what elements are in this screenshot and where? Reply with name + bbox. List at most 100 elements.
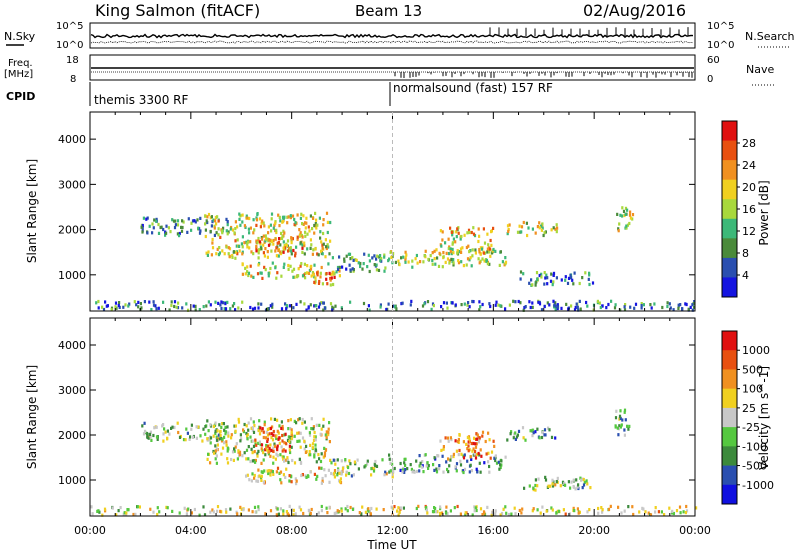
range-cell: [266, 469, 269, 473]
range-cell: [210, 253, 213, 257]
range-cell: [254, 442, 257, 446]
range-cell: [233, 447, 236, 451]
range-cell: [246, 242, 249, 246]
range-cell: [442, 255, 445, 259]
range-cell: [379, 254, 382, 258]
range-cell: [252, 218, 255, 222]
range-cell: [278, 224, 281, 228]
range-cell: [260, 429, 263, 433]
range-cell: [323, 468, 326, 472]
range-cell: [275, 506, 278, 510]
range-cell: [288, 504, 291, 508]
range-cell: [304, 271, 307, 276]
range-cell: [466, 459, 469, 463]
range-cell: [227, 230, 230, 234]
noise-tick-top-right: 10^5: [707, 21, 734, 32]
range-cell: [430, 307, 433, 311]
range-cell: [262, 435, 265, 440]
range-cell: [248, 216, 251, 221]
range-cell: [623, 408, 627, 412]
range-cell: [248, 231, 251, 235]
range-cell: [278, 237, 281, 241]
range-cell: [505, 511, 508, 515]
range-cell: [166, 437, 169, 441]
range-cell: [531, 283, 534, 287]
range-cell: [324, 238, 327, 242]
range-cell: [425, 508, 428, 512]
range-cell: [306, 232, 309, 236]
range-cell: [597, 506, 600, 511]
range-cell: [474, 506, 477, 510]
range-cell: [290, 433, 293, 437]
range-cell: [207, 452, 210, 456]
range-cell: [162, 227, 165, 232]
range-cell: [605, 306, 608, 310]
range-cell: [241, 220, 244, 224]
range-cell: [344, 507, 347, 511]
range-cell: [328, 505, 331, 509]
colorbar-frame: [721, 330, 738, 505]
range-cell: [324, 448, 328, 452]
range-cell: [422, 470, 425, 474]
range-cell: [501, 260, 504, 264]
range-cell: [155, 435, 159, 439]
range-cell: [241, 252, 244, 256]
range-cell: [550, 435, 554, 439]
range-cell: [313, 472, 316, 476]
range-cell: [541, 226, 544, 230]
range-cell: [321, 243, 324, 247]
range-cell: [292, 306, 295, 310]
range-cell: [567, 480, 570, 484]
range-cell: [404, 463, 407, 467]
power-x-ticks: [89, 112, 696, 311]
range-cell: [354, 258, 357, 262]
range-cell: [293, 434, 296, 438]
range-cell: [311, 446, 315, 450]
range-cell: [361, 505, 364, 509]
range-cell: [333, 275, 336, 279]
range-cell: [176, 232, 179, 236]
range-cell: [617, 229, 620, 233]
range-cell: [236, 457, 239, 461]
range-cell: [247, 421, 250, 425]
range-cell: [573, 271, 576, 275]
range-cell: [324, 255, 327, 259]
range-cell: [478, 234, 481, 238]
colorbar-tick-label: 20: [742, 181, 756, 194]
range-cell: [438, 251, 441, 255]
range-cell: [459, 247, 463, 251]
range-cell: [455, 449, 458, 453]
range-cell: [332, 282, 335, 287]
velocity-colorbar-label: Velocity [m s^-1]: [757, 366, 771, 470]
range-cell: [345, 470, 348, 474]
range-cell: [237, 417, 240, 421]
range-cell: [294, 221, 297, 225]
range-cell: [229, 507, 232, 511]
range-cell: [253, 306, 257, 310]
range-cell: [260, 443, 264, 447]
range-cell: [290, 480, 293, 484]
range-cell: [486, 250, 489, 254]
range-cell: [313, 263, 316, 267]
range-cell: [321, 246, 324, 250]
range-cell: [281, 424, 284, 429]
range-cell: [480, 454, 483, 458]
range-cell: [233, 424, 236, 428]
range-cell: [340, 472, 343, 476]
range-cell: [543, 231, 546, 235]
range-cell: [257, 239, 260, 243]
range-cell: [566, 281, 570, 285]
range-cell: [322, 424, 325, 428]
colorbar-swatch: [722, 199, 737, 220]
range-cell: [261, 448, 264, 453]
range-cell: [119, 506, 122, 510]
range-cell: [190, 427, 193, 431]
range-cell: [628, 213, 632, 217]
range-cell: [349, 462, 352, 466]
range-cell: [173, 425, 176, 430]
range-cell: [540, 435, 544, 440]
range-cell: [309, 453, 312, 457]
range-cell: [293, 461, 297, 465]
range-cell: [550, 272, 553, 276]
